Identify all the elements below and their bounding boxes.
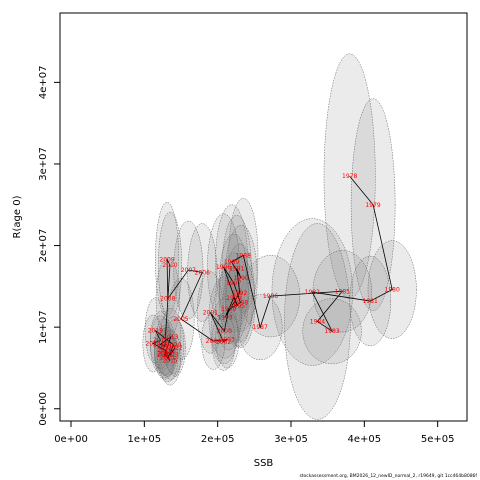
confidence-ellipses xyxy=(142,53,417,420)
year-label-2012: 2012 xyxy=(153,341,168,348)
y-tick-label-1e+07: 1e+07 xyxy=(38,310,49,344)
x-tick-label-3e+05: 3e+05 xyxy=(274,434,308,445)
year-label-1993: 1993 xyxy=(217,314,232,321)
x-tick-label-5e+05: 5e+05 xyxy=(421,434,455,445)
year-labels: 1978 1979 1980 1981 1982 1983 1984 1985 1986 1987… xyxy=(145,173,400,364)
x-axis: 0e+00 1e+05 2e+05 3e+05 4e+05 5e+05 xyxy=(54,420,455,445)
year-label-2021: 2021 xyxy=(160,354,175,361)
year-label-2014: 2014 xyxy=(157,352,172,359)
year-label-2002: 2002 xyxy=(216,339,231,346)
year-label-1986: 1986 xyxy=(263,293,278,300)
year-label-2016: 2016 xyxy=(157,347,172,354)
x-tick-label-2e+05: 2e+05 xyxy=(201,434,235,445)
year-label-2019: 2019 xyxy=(148,327,163,334)
year-label-2025: 2025 xyxy=(157,350,172,357)
year-label-2001: 2001 xyxy=(203,309,218,316)
year-label-2003: 2003 xyxy=(220,336,235,343)
year-label-1979: 1979 xyxy=(365,202,380,209)
year-label-2022: 2022 xyxy=(167,345,182,352)
year-label-1992: 1992 xyxy=(232,290,247,297)
year-label-2004: 2004 xyxy=(206,338,221,345)
year-label-1981: 1981 xyxy=(363,298,378,305)
y-axis: 0e+00 1e+07 2e+07 3e+07 4e+07 xyxy=(38,66,61,426)
year-label-2005: 2005 xyxy=(173,316,188,323)
year-label-1989: 1989 xyxy=(224,259,239,266)
year-label-1997: 1997 xyxy=(226,280,241,287)
year-label-1978: 1978 xyxy=(342,173,357,180)
plot-frame xyxy=(59,12,468,422)
year-label-2018: 2018 xyxy=(153,337,168,344)
year-label-2020: 2020 xyxy=(166,342,181,349)
year-label-2011: 2011 xyxy=(157,344,172,351)
year-label-1996: 1996 xyxy=(216,264,231,271)
year-label-2008: 2008 xyxy=(160,296,175,303)
year-label-1984: 1984 xyxy=(310,318,325,325)
year-label-2007: 2007 xyxy=(181,267,196,274)
year-label-1988: 1988 xyxy=(236,252,251,259)
year-label-1995: 1995 xyxy=(230,303,245,310)
y-tick-label-0e+00: 0e+00 xyxy=(38,392,49,426)
y-tick-label-3e+07: 3e+07 xyxy=(38,147,49,181)
year-label-1982: 1982 xyxy=(305,289,320,296)
year-label-2010: 2010 xyxy=(162,262,177,269)
year-label-1987: 1987 xyxy=(253,324,268,331)
recruitment-trajectory-line xyxy=(152,175,393,361)
year-label-2006: 2006 xyxy=(195,269,210,276)
y-tick-label-4e+07: 4e+07 xyxy=(38,66,49,100)
year-label-2015: 2015 xyxy=(162,358,177,365)
year-label-1998: 1998 xyxy=(233,300,248,307)
year-label-1990: 1990 xyxy=(233,275,248,282)
year-label-1994: 1994 xyxy=(226,295,241,302)
year-label-2009: 2009 xyxy=(159,256,174,263)
year-label-1980: 1980 xyxy=(385,287,400,294)
year-label-1991: 1991 xyxy=(229,265,244,272)
year-label-2013: 2013 xyxy=(163,334,178,341)
x-tick-label-1e+05: 1e+05 xyxy=(128,434,162,445)
y-tick-label-2e+07: 2e+07 xyxy=(38,229,49,263)
year-label-2023: 2023 xyxy=(163,352,178,359)
x-tick-label-4e+05: 4e+05 xyxy=(348,434,382,445)
year-label-1985: 1985 xyxy=(335,288,350,295)
year-label-1999: 1999 xyxy=(221,306,236,313)
x-axis-label: SSB xyxy=(254,458,274,469)
footer-note: stockassessment.org, BM2026_12_newID_nor… xyxy=(299,473,477,479)
year-label-2000: 2000 xyxy=(217,328,232,335)
y-axis-label: R(age 0) xyxy=(12,195,23,238)
year-label-2017: 2017 xyxy=(145,340,160,347)
x-tick-label-0e+00: 0e+00 xyxy=(54,434,88,445)
year-label-2024: 2024 xyxy=(159,349,174,356)
year-label-1983: 1983 xyxy=(324,328,339,335)
